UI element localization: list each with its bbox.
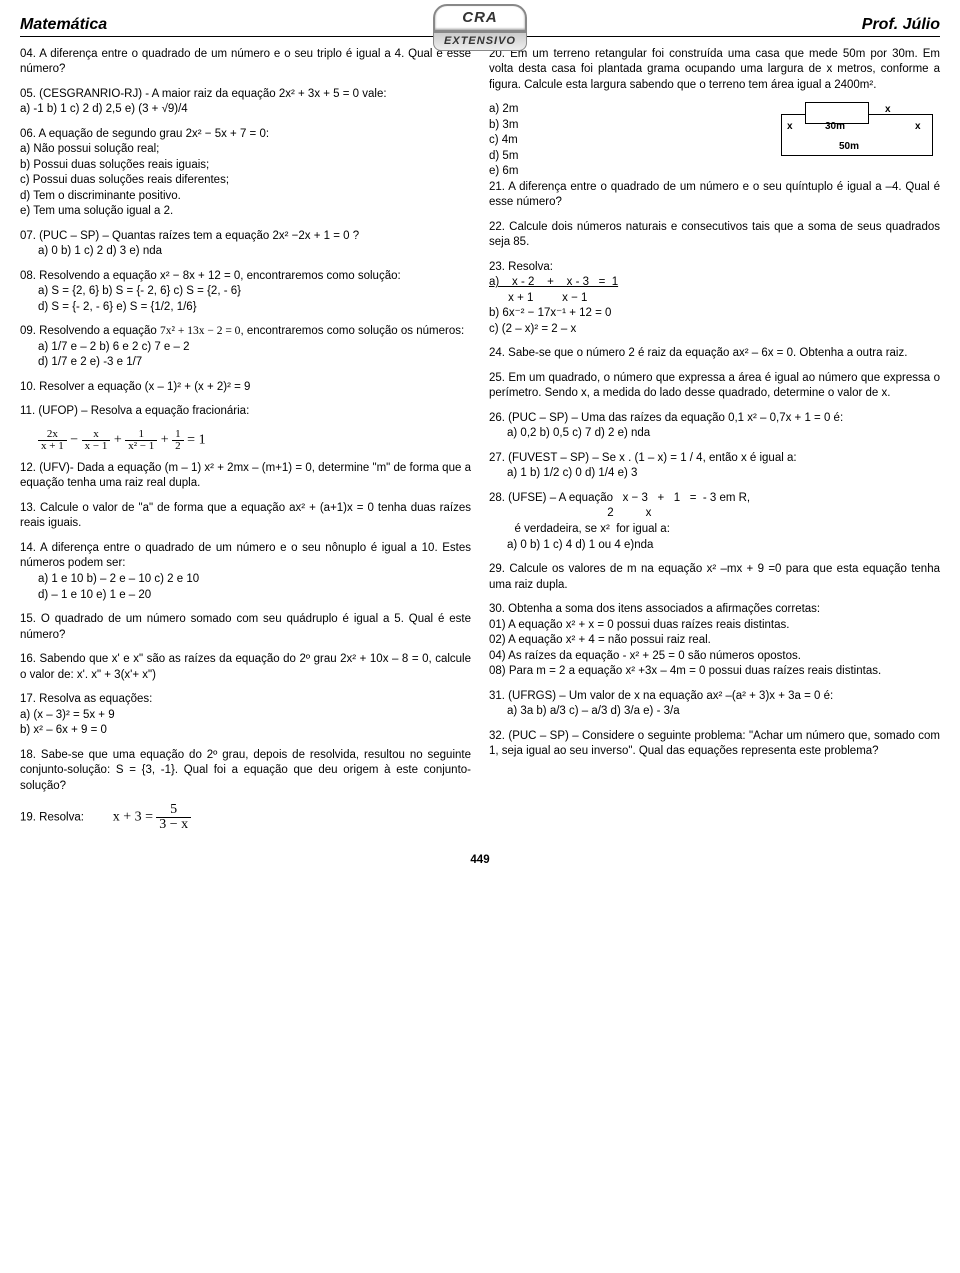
q05: 05. (CESGRANRIO-RJ) - A maior raiz da eq… bbox=[20, 87, 471, 118]
q29: 29. Calcule os valores de m na equação x… bbox=[489, 562, 940, 593]
left-column: 04. A diferença entre o quadrado de um n… bbox=[20, 47, 471, 842]
q32: 32. (PUC – SP) – Considere o seguinte pr… bbox=[489, 729, 940, 760]
q08: 08. Resolvendo a equação x² − 8x + 12 = … bbox=[20, 269, 471, 316]
q27: 27. (FUVEST – SP) – Se x . (1 – x) = 1 /… bbox=[489, 451, 940, 482]
q09: 09. Resolvendo a equação 7x² + 13x − 2 =… bbox=[20, 324, 471, 371]
page-number: 449 bbox=[20, 853, 940, 869]
q19: 19. Resolva: x + 3 = 53 − x bbox=[20, 803, 471, 832]
content-columns: 04. A diferença entre o quadrado de um n… bbox=[20, 47, 940, 842]
q26: 26. (PUC – SP) – Uma das raízes da equaç… bbox=[489, 411, 940, 442]
q23: 23. Resolva: a) x - 2 + x - 3 = 1 x + 1 … bbox=[489, 260, 940, 338]
q11-equation: 2xx + 1 − xx − 1 + 1x² − 1 + 12 = 1 bbox=[38, 429, 471, 452]
q13: 13. Calcule o valor de "a" de forma que … bbox=[20, 501, 471, 532]
q25: 25. Em um quadrado, o número que express… bbox=[489, 371, 940, 402]
professor-name: Prof. Júlio bbox=[862, 14, 940, 36]
q28: 28. (UFSE) – A equação x − 3 + 1 = - 3 e… bbox=[489, 491, 940, 553]
q30: 30. Obtenha a soma dos itens associados … bbox=[489, 602, 940, 680]
q17: 17. Resolva as equações: a) (x – 3)² = 5… bbox=[20, 692, 471, 739]
subject-title: Matemática bbox=[20, 14, 107, 36]
logo: CRA EXTENSIVO bbox=[433, 4, 527, 51]
q22: 22. Calcule dois números naturais e cons… bbox=[489, 220, 940, 251]
q18: 18. Sabe-se que uma equação do 2º grau, … bbox=[20, 748, 471, 795]
q24: 24. Sabe-se que o número 2 é raiz da equ… bbox=[489, 346, 940, 362]
right-column: 20. Em um terreno retangular foi constru… bbox=[489, 47, 940, 842]
q31: 31. (UFRGS) – Um valor de x na equação a… bbox=[489, 689, 940, 720]
q15: 15. O quadrado de um número somado com s… bbox=[20, 612, 471, 643]
logo-bottom: EXTENSIVO bbox=[433, 32, 527, 51]
q12: 12. (UFV)- Dada a equação (m – 1) x² + 2… bbox=[20, 461, 471, 492]
q14: 14. A diferença entre o quadrado de um n… bbox=[20, 541, 471, 603]
q21: 21. A diferença entre o quadrado de um n… bbox=[489, 180, 940, 211]
q10: 10. Resolver a equação (x – 1)² + (x + 2… bbox=[20, 380, 471, 396]
q06: 06. A equação de segundo grau 2x² − 5x +… bbox=[20, 127, 471, 220]
q04: 04. A diferença entre o quadrado de um n… bbox=[20, 47, 471, 78]
q11: 11. (UFOP) – Resolva a equação fracionár… bbox=[20, 404, 471, 420]
q07: 07. (PUC – SP) – Quantas raízes tem a eq… bbox=[20, 229, 471, 260]
page-header: Matemática CRA EXTENSIVO Prof. Júlio bbox=[20, 14, 940, 37]
q20: 20. Em um terreno retangular foi constru… bbox=[489, 47, 940, 94]
q16: 16. Sabendo que x' e x" são as raízes da… bbox=[20, 652, 471, 683]
logo-top: CRA bbox=[433, 4, 527, 32]
q20-diagram: x x 30m x 50m bbox=[775, 102, 940, 172]
